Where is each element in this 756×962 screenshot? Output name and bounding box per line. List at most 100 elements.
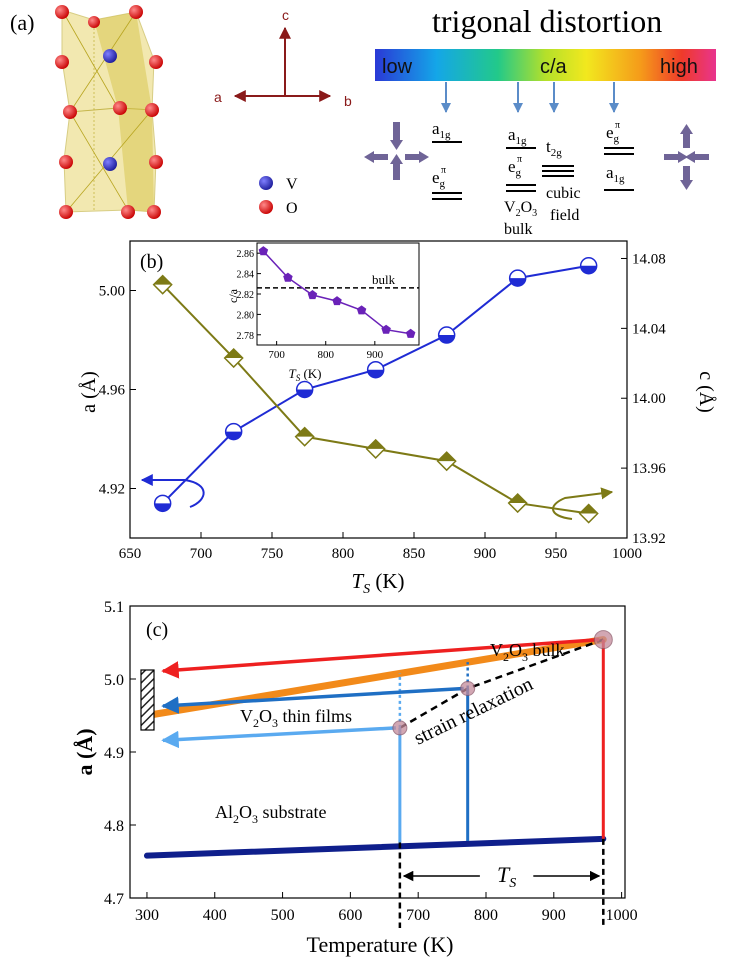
legend-v-label: V (286, 176, 298, 193)
y-left-tick-label: 4.92 (99, 482, 125, 498)
inset-y-tick-label: 2.82 (237, 290, 255, 301)
panel-c-label: (c) (146, 619, 168, 641)
series-c-point (507, 492, 528, 514)
svg-text:a1g: a1g (606, 163, 625, 185)
panel-c-ticks: 300 400 500 600 700 800 900 1000 4.7 4.8 4.9 5.0 5.1 (104, 599, 638, 924)
x-tick-label: 500 (271, 907, 295, 924)
inset-frame (256, 242, 420, 346)
growth-point (593, 630, 613, 650)
bar-label-low: low (382, 56, 413, 78)
svg-text:a1g: a1g (432, 119, 451, 141)
inset-series (257, 246, 419, 338)
substrate-label: Al2O3 substrate (215, 802, 326, 826)
crystal-axes: c a b (214, 7, 352, 109)
series-c-point (294, 426, 315, 447)
y-right-tick-label: 13.92 (632, 531, 666, 547)
inset-y-tick-label: 2.80 (237, 310, 255, 321)
thin-films-label: V2O3 thin films (240, 706, 352, 730)
o-atom-icon (259, 200, 273, 214)
x-tick-label: 300 (135, 907, 159, 924)
axis-b-label: b (344, 93, 352, 109)
y-tick-label: 4.7 (104, 891, 124, 908)
panel-b-series (152, 257, 599, 524)
growth-point (392, 720, 408, 736)
series-a-point-fill (438, 335, 455, 344)
panel-b-label: (b) (140, 251, 163, 273)
y-left-tick-label: 4.96 (99, 383, 126, 399)
inset-point (332, 296, 342, 306)
inset-ticks: 700 800 900 2.78 2.80 2.82 2.84 2.86 (237, 249, 384, 361)
bulk-label: V2O3 bulk (490, 640, 565, 664)
y-left-tick-label: 5.00 (99, 284, 125, 300)
series-a-point (295, 380, 314, 399)
series-c-point-fill (579, 504, 598, 514)
inset-bulk-label: bulk (372, 272, 396, 287)
inset-x-tick-label: 900 (367, 349, 384, 361)
series-a-point-fill (154, 503, 171, 512)
cooling-arrow (161, 686, 464, 714)
x-tick-label: 600 (338, 907, 362, 924)
trigonal-distortion-title: trigonal distortion (432, 3, 662, 39)
axis-a-label: a (214, 89, 222, 105)
y-tick-label: 5.1 (104, 599, 124, 616)
substrate-line (143, 835, 607, 859)
svg-text:egπ: egπ (606, 120, 620, 145)
axis-c-label: c (282, 7, 289, 23)
series-c-point (223, 347, 244, 369)
x-tick-label: 700 (190, 546, 213, 562)
levels-cubic: t2g cubic field (542, 137, 581, 224)
series-a-point-fill (580, 265, 597, 274)
inset-x-tick-label: 800 (317, 349, 334, 361)
series-a-point-fill (367, 369, 384, 378)
x-tick-label: 950 (545, 546, 568, 562)
x-tick-label: 1000 (612, 546, 642, 562)
elongation-arrows-icon (664, 124, 709, 190)
x-tick-label: 650 (119, 546, 142, 562)
series-c-point-fill (366, 439, 385, 449)
series-a-point (366, 360, 385, 379)
svg-text:bulk: bulk (504, 221, 532, 238)
bar-label-mid: c/a (540, 56, 568, 78)
x-tick-label: 900 (542, 907, 566, 924)
inset-x-label: TS (K) (288, 366, 321, 383)
series-c-point-fill (508, 494, 527, 504)
series-a-point (437, 326, 456, 344)
series-c-point (578, 503, 599, 524)
y-right-tick-label: 14.08 (632, 251, 666, 267)
panel-b-left-y-label: a (Å) (78, 371, 100, 413)
inset-point (405, 328, 416, 338)
crystal-structure-icon (55, 5, 163, 219)
levels-bulk: a1g egπ V2O3 bulk (504, 125, 537, 238)
series-a-point-fill (225, 431, 242, 440)
right-axis-curved-arrow-icon (552, 487, 614, 520)
x-tick-label: 400 (203, 907, 227, 924)
panel-a-label: (a) (10, 10, 34, 35)
inset-point (258, 246, 269, 256)
series-a-point (153, 494, 172, 513)
series-a-point-fill (509, 278, 526, 287)
x-tick-label: 900 (474, 546, 497, 562)
y-right-tick-label: 14.00 (632, 391, 666, 407)
inset-y-tick-label: 2.86 (237, 249, 255, 260)
growth-point (460, 680, 476, 696)
panel-c-x-label: Temperature (K) (307, 932, 454, 957)
y-tick-label: 5.0 (104, 672, 124, 689)
series-a-point (579, 257, 598, 275)
inset-point (381, 324, 391, 334)
panel-c-y-label: a (Å) (72, 728, 97, 775)
inset-y-tick-label: 2.78 (237, 331, 255, 342)
inset-point (356, 305, 367, 315)
series-c-point-fill (437, 452, 456, 462)
series-c-point (436, 451, 457, 472)
y-right-tick-label: 13.96 (632, 461, 666, 477)
atom-legend: V O (259, 176, 298, 217)
y-right-tick-label: 14.04 (632, 321, 666, 337)
x-tick-label: 750 (261, 546, 284, 562)
series-c-point (152, 274, 173, 295)
bar-label-high: high (660, 56, 698, 78)
panel-c-lines (143, 630, 613, 928)
hatched-reference-bar (140, 669, 155, 731)
svg-text:egπ: egπ (432, 165, 446, 190)
y-tick-label: 4.8 (104, 818, 124, 835)
series-c-point-fill (295, 427, 314, 437)
